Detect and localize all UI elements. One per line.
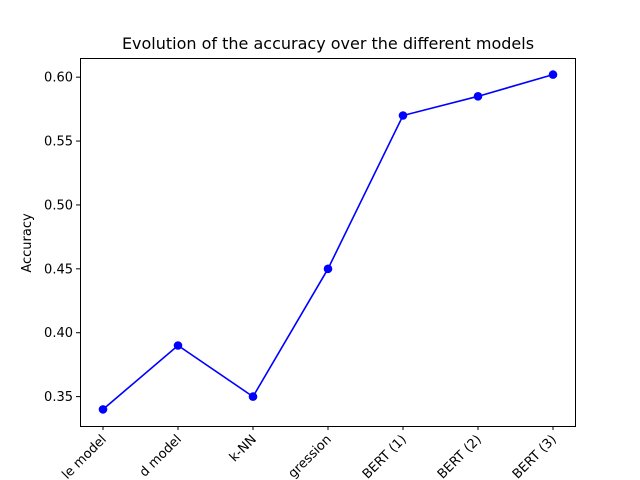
chart-title: Evolution of the accuracy over the diffe… xyxy=(122,34,534,53)
y-tick-label: 0.55 xyxy=(44,135,73,150)
y-tick-label: 0.45 xyxy=(44,262,73,277)
x-tick-label: BERT (1) xyxy=(360,432,410,480)
y-tick-label: 0.35 xyxy=(44,390,73,405)
series-line xyxy=(102,73,554,410)
y-tick-label: 0.50 xyxy=(44,198,73,213)
data-point xyxy=(173,341,183,350)
plot-area-frame xyxy=(80,58,576,427)
data-point xyxy=(323,264,333,274)
series-layer xyxy=(98,70,558,414)
x-tick-label: d model xyxy=(137,432,185,480)
data-point xyxy=(98,405,108,414)
x-tick-label: k-NN xyxy=(227,432,260,465)
x-tick-label: BERT (2) xyxy=(435,432,485,480)
x-tick-label: BERT (3) xyxy=(510,432,560,480)
y-axis-ticks: 0.35 0.40 0.45 0.50 0.55 0.60 xyxy=(44,71,80,405)
y-tick-label: 0.40 xyxy=(44,326,73,341)
data-point xyxy=(548,70,558,79)
y-tick-label: 0.60 xyxy=(44,71,73,86)
y-axis-label: Accuracy xyxy=(20,213,35,273)
x-tick-label: gression xyxy=(286,432,335,480)
data-point xyxy=(398,111,408,120)
x-tick-label: le model xyxy=(59,432,109,480)
x-axis-ticks: le model d model k-NN gression BERT (1) BERT … xyxy=(59,426,560,480)
data-point xyxy=(473,92,483,101)
data-point xyxy=(248,392,258,401)
